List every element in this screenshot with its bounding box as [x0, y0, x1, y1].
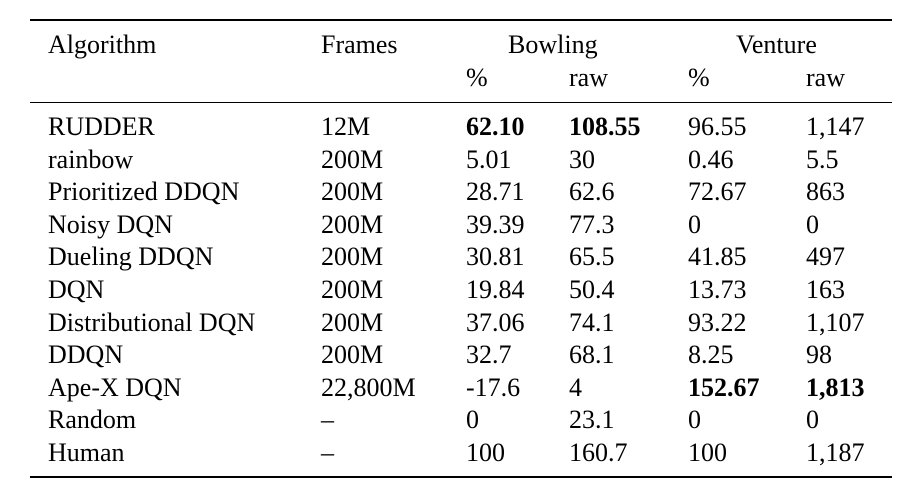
cell-algorithm: RUDDER [48, 112, 155, 141]
cell-venture-raw: 5.5 [806, 145, 839, 174]
top-rule [30, 19, 892, 21]
cell-venture-pct: 152.67 [688, 373, 760, 402]
cell-frames: 200M [321, 177, 384, 206]
cell-venture-raw: 163 [806, 275, 845, 304]
cell-bowling-raw: 62.6 [569, 177, 615, 206]
cell-frames: – [321, 438, 334, 467]
cell-bowling-raw: 50.4 [569, 275, 615, 304]
header-venture-pct: % [688, 63, 710, 92]
cell-frames: 200M [321, 210, 384, 239]
cell-bowling-raw: 65.5 [569, 242, 615, 271]
cell-bowling-pct: 100 [466, 438, 505, 467]
cell-frames: – [321, 405, 334, 434]
cell-bowling-pct: 37.06 [466, 308, 525, 337]
cell-venture-pct: 41.85 [688, 242, 747, 271]
header-bowling-pct: % [466, 63, 488, 92]
cell-venture-raw: 497 [806, 242, 845, 271]
cell-venture-raw: 1,187 [806, 438, 865, 467]
cell-bowling-raw: 30 [569, 145, 595, 174]
cell-venture-raw: 1,107 [806, 308, 865, 337]
cell-venture-raw: 1,147 [806, 112, 865, 141]
cell-bowling-raw: 160.7 [569, 438, 628, 467]
cell-venture-pct: 13.73 [688, 275, 747, 304]
header-algorithm: Algorithm [48, 30, 157, 59]
cell-algorithm: Ape-X DQN [48, 373, 182, 402]
cell-frames: 200M [321, 340, 384, 369]
cell-algorithm: Random [48, 405, 137, 434]
cell-venture-raw: 863 [806, 177, 845, 206]
cell-venture-pct: 96.55 [688, 112, 747, 141]
cell-frames: 22,800M [321, 373, 416, 402]
cell-bowling-raw: 108.55 [569, 112, 641, 141]
cell-bowling-raw: 74.1 [569, 308, 615, 337]
cell-venture-pct: 0.46 [688, 145, 734, 174]
cell-venture-pct: 8.25 [688, 340, 734, 369]
cell-venture-raw: 0 [806, 210, 819, 239]
cell-bowling-pct: 28.71 [466, 177, 525, 206]
cell-bowling-raw: 23.1 [569, 405, 615, 434]
cell-venture-raw: 1,813 [806, 373, 865, 402]
header-bowling-raw: raw [569, 63, 608, 92]
cell-algorithm: Dueling DDQN [48, 242, 214, 271]
cell-venture-pct: 0 [688, 210, 701, 239]
cell-bowling-pct: 32.7 [466, 340, 512, 369]
cell-bowling-pct: 39.39 [466, 210, 525, 239]
cell-frames: 200M [321, 145, 384, 174]
cell-bowling-raw: 68.1 [569, 340, 615, 369]
cell-venture-pct: 72.67 [688, 177, 747, 206]
cell-bowling-pct: -17.6 [466, 373, 521, 402]
header-venture-raw: raw [806, 63, 845, 92]
cell-algorithm: Human [48, 438, 125, 467]
cell-bowling-raw: 4 [569, 373, 582, 402]
cell-frames: 200M [321, 275, 384, 304]
cell-frames: 200M [321, 242, 384, 271]
cell-algorithm: Noisy DQN [48, 210, 173, 239]
header-rule [30, 102, 892, 103]
cell-venture-raw: 98 [806, 340, 832, 369]
cell-venture-raw: 0 [806, 405, 819, 434]
cell-algorithm: Distributional DQN [48, 308, 256, 337]
cell-algorithm: Prioritized DDQN [48, 177, 240, 206]
cell-bowling-pct: 19.84 [466, 275, 525, 304]
cell-venture-pct: 0 [688, 405, 701, 434]
cell-bowling-pct: 30.81 [466, 242, 525, 271]
cell-frames: 12M [321, 112, 371, 141]
header-group-bowling: Bowling [508, 30, 598, 59]
cell-venture-pct: 100 [688, 438, 727, 467]
cell-bowling-pct: 5.01 [466, 145, 512, 174]
cell-bowling-pct: 0 [466, 405, 479, 434]
header-group-venture: Venture [736, 30, 817, 59]
cell-bowling-raw: 77.3 [569, 210, 615, 239]
cell-bowling-pct: 62.10 [466, 112, 525, 141]
cell-frames: 200M [321, 308, 384, 337]
header-frames: Frames [321, 30, 398, 59]
bottom-rule [30, 476, 892, 478]
cell-algorithm: rainbow [48, 145, 134, 174]
cell-venture-pct: 93.22 [688, 308, 747, 337]
cell-algorithm: DDQN [48, 340, 124, 369]
cell-algorithm: DQN [48, 275, 105, 304]
